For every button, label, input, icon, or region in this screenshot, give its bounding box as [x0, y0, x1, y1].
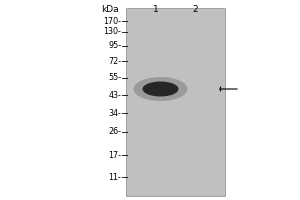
Text: kDa: kDa	[101, 5, 119, 14]
Text: 43-: 43-	[109, 90, 122, 99]
Text: 55-: 55-	[108, 73, 122, 82]
Text: 72-: 72-	[108, 56, 122, 66]
Text: 95-: 95-	[108, 42, 122, 50]
Ellipse shape	[134, 77, 188, 101]
Text: 17-: 17-	[109, 150, 122, 160]
Text: 130-: 130-	[103, 27, 122, 36]
Text: 11-: 11-	[109, 172, 122, 182]
Text: 34-: 34-	[109, 108, 122, 117]
Text: 170-: 170-	[103, 17, 122, 25]
Text: 1: 1	[153, 5, 159, 14]
Text: 2: 2	[192, 5, 198, 14]
Ellipse shape	[142, 81, 178, 96]
Text: 26-: 26-	[109, 128, 122, 136]
Bar	[126, 8, 225, 196]
